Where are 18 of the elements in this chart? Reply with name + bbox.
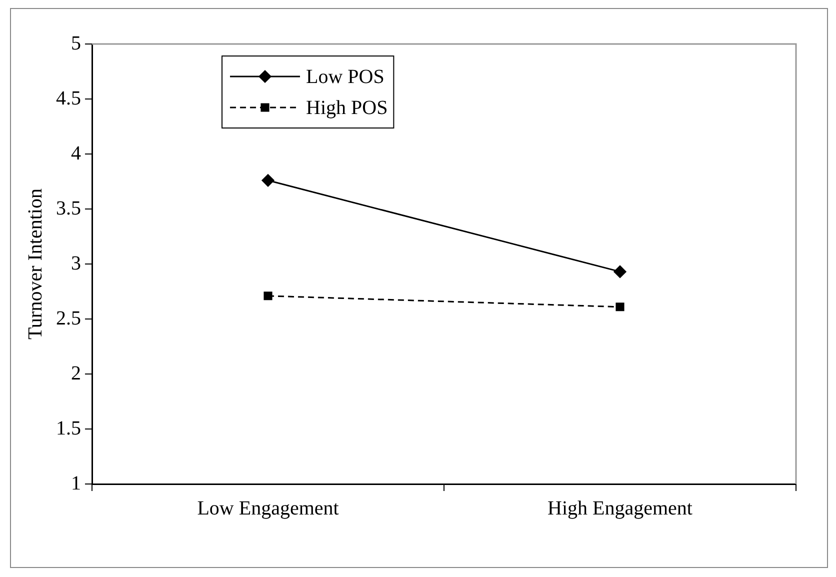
y-tick-label: 3 xyxy=(71,252,81,274)
y-tick-label: 1.5 xyxy=(56,417,81,440)
legend-label: Low POS xyxy=(306,66,384,88)
x-tick-label: Low Engagement xyxy=(197,497,340,520)
x-tick-label: High Engagement xyxy=(548,497,693,520)
y-tick-label: 4.5 xyxy=(56,87,81,110)
point xyxy=(264,292,272,300)
point xyxy=(616,302,624,312)
legend-label: High POS xyxy=(306,96,388,119)
point xyxy=(614,265,626,278)
y-tick-label: 4 xyxy=(71,142,81,164)
y-tick-label: 2 xyxy=(71,362,81,384)
y-tick-label: 2.5 xyxy=(56,307,81,330)
y-tick-label: 5 xyxy=(71,32,81,54)
point xyxy=(262,174,274,187)
y-tick-label: 1 xyxy=(71,472,81,494)
y-tick-label: 3.5 xyxy=(56,197,81,220)
y-axis-title: Turnover Intention xyxy=(24,188,46,340)
